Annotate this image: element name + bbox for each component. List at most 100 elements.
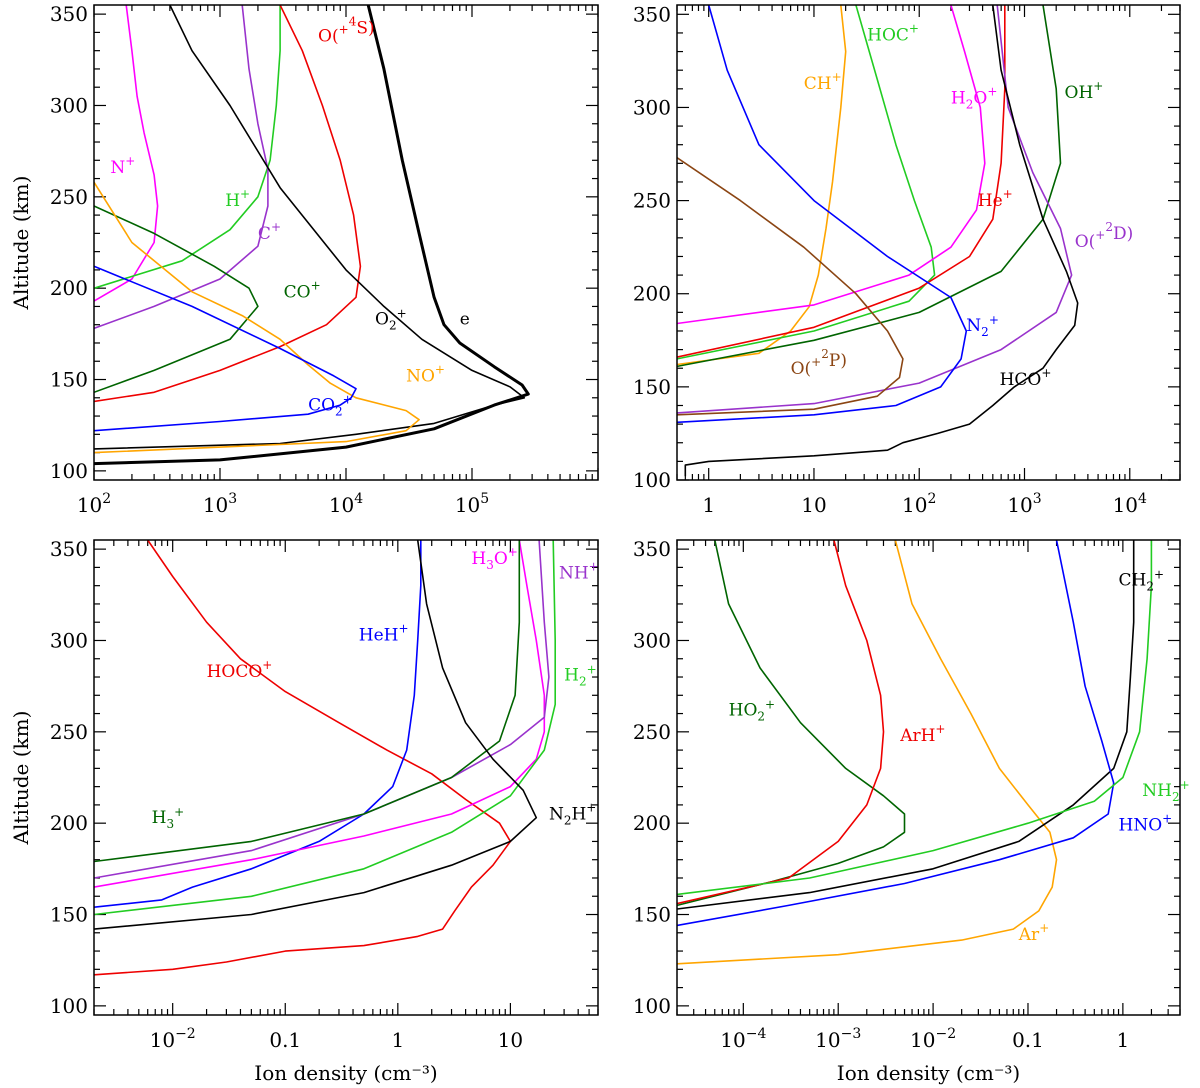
series-label-O+(2P): O(+2P) [791, 347, 847, 379]
y-tick-label: 150 [633, 903, 671, 927]
y-tick-label: 200 [633, 811, 671, 835]
series-line-N2+ [677, 5, 968, 424]
y-tick-label: 150 [633, 375, 671, 399]
series-label-NH2+: NH2+​ [1142, 778, 1189, 804]
x-tick-label: 1 [391, 1028, 404, 1052]
series-line-HeH+ [94, 540, 422, 908]
series-label-CH+: CH+​ [804, 70, 842, 94]
series-label-CH2+: CH2+​ [1119, 568, 1165, 594]
y-tick-label: 150 [50, 368, 88, 392]
series-label-OH+: OH+​ [1065, 79, 1104, 103]
y-tick-label: 100 [50, 459, 88, 483]
panel-br: 100 150 200 250 300 350 10−4 10−3 10−2 0.1 1 Ion de… [633, 537, 1190, 1085]
plot-frame [93, 539, 599, 1016]
series-label-Ar+: Ar+​ [1018, 921, 1049, 945]
x-axis-label: Ion density (cm⁻³) [837, 1061, 1020, 1085]
x-tick-label: 10−3 [815, 1026, 861, 1052]
series-line-H2O+ [677, 5, 986, 325]
series-line-O2+ [94, 5, 526, 450]
series-line-CH+ [677, 5, 847, 366]
series-line-HO2+ [677, 540, 906, 907]
x-tick-label: 10−4 [720, 1026, 766, 1052]
x-tick-label: 104 [329, 491, 363, 517]
series-line-CO+ [94, 205, 259, 394]
y-tick-label: 250 [50, 720, 88, 744]
series-line-C+ [94, 5, 269, 330]
series-label-HeH+: HeH+​ [359, 621, 409, 645]
x-tick-label: 102 [902, 491, 936, 517]
series-line-OH+ [677, 5, 1062, 368]
series-line-H3+ [94, 540, 521, 863]
x-tick-label: 10 [498, 1028, 523, 1052]
y-tick-label: 300 [633, 628, 671, 652]
series-line-H+ [94, 5, 281, 289]
series-label-HO2+: HO2+​ [729, 697, 775, 723]
series-label-C+: C+​ [258, 220, 281, 244]
x-tick-label: 103 [203, 491, 237, 517]
panel-tr: 100 150 200 250 300 350 1 10 102 103 104 CH+​ HOC+​ H… [633, 2, 1181, 517]
series-label-NH+: NH+​ [559, 559, 599, 583]
series-label-HOCO+: HOCO+​ [207, 658, 273, 682]
series-label-N2+: N2+​ [966, 313, 999, 339]
series-label-HNO+: HNO+​ [1119, 811, 1173, 835]
series-line-NO+ [94, 181, 420, 454]
x-axis-label: Ion density (cm⁻³) [254, 1061, 437, 1085]
series-line-O+(2P) [677, 157, 904, 416]
series-line-H3O+ [94, 540, 546, 888]
series-line-NH2+ [677, 540, 1153, 896]
y-tick-label: 100 [633, 468, 671, 492]
x-tick-label: 104 [1113, 491, 1147, 517]
y-tick-label: 100 [633, 994, 671, 1018]
series-line-HCO+ [684, 5, 1079, 477]
series-line-H2+ [94, 540, 557, 916]
series-label-HOC+: HOC+​ [867, 21, 919, 45]
series-label-HCO+: HCO+​ [1000, 366, 1052, 390]
x-tick-label: 0.1 [1012, 1028, 1044, 1052]
series-line-N+ [94, 5, 159, 302]
y-tick-label: 300 [633, 95, 671, 119]
x-tick-label: 10−2 [910, 1026, 956, 1052]
series-label-e: e [460, 310, 470, 330]
x-tick-label: 105 [455, 491, 489, 517]
x-tick-label: 1 [702, 493, 715, 517]
x-tick-label: 1 [1117, 1028, 1130, 1052]
y-axis-label: Altitude (km) [9, 711, 33, 846]
series-label-H+: H+​ [225, 187, 250, 211]
y-tick-label: 350 [50, 537, 88, 561]
series-label-O+(2D): O(+2D) [1075, 220, 1134, 252]
series-label-CO2+: CO2+​ [308, 393, 353, 419]
series-label-He+: He+​ [978, 187, 1013, 211]
y-tick-label: 300 [50, 93, 88, 117]
series-label-N2H+: N2H+​ [549, 801, 596, 828]
series-label-N+: N+​ [110, 154, 135, 178]
y-tick-label: 300 [50, 628, 88, 652]
y-axis-label: Altitude (km) [9, 176, 33, 311]
series-line-e [94, 5, 530, 466]
y-tick-label: 100 [50, 994, 88, 1018]
series-label-O+(4S): O(+4S) [318, 15, 375, 47]
series-line-ArH+ [677, 540, 885, 905]
series-label-H3+: H3+​ [152, 805, 185, 831]
series-line-O+(2D) [677, 5, 1073, 414]
x-tick-label: 102 [77, 491, 111, 517]
plot-frame [93, 4, 599, 481]
series-line-Ar+ [677, 540, 1058, 965]
series-line-HNO+ [677, 540, 1115, 927]
y-tick-label: 250 [50, 185, 88, 209]
series-label-ArH+: ArH+​ [899, 722, 945, 746]
series-line-HOCO+ [94, 540, 512, 976]
y-tick-label: 350 [633, 2, 671, 26]
y-tick-label: 350 [633, 537, 671, 561]
panel-bl: 100 150 200 250 300 350 10−2 0.1 1 10 Altitude (km… [9, 537, 599, 1085]
y-tick-label: 150 [50, 903, 88, 927]
series-line-N2H+ [94, 540, 538, 930]
x-tick-label: 103 [1007, 491, 1041, 517]
series-label-O2+: O2+​ [375, 307, 407, 333]
series-line-CO2+ [94, 265, 357, 432]
panel-tl: 100 150 200 250 300 350 102 103 104 105 Altitude (… [9, 2, 599, 517]
series-label-H3O+: H3O+​ [471, 545, 517, 572]
series-line-NH+ [94, 540, 550, 879]
plot-frame [676, 4, 1181, 481]
series-line-He+ [677, 5, 1006, 358]
